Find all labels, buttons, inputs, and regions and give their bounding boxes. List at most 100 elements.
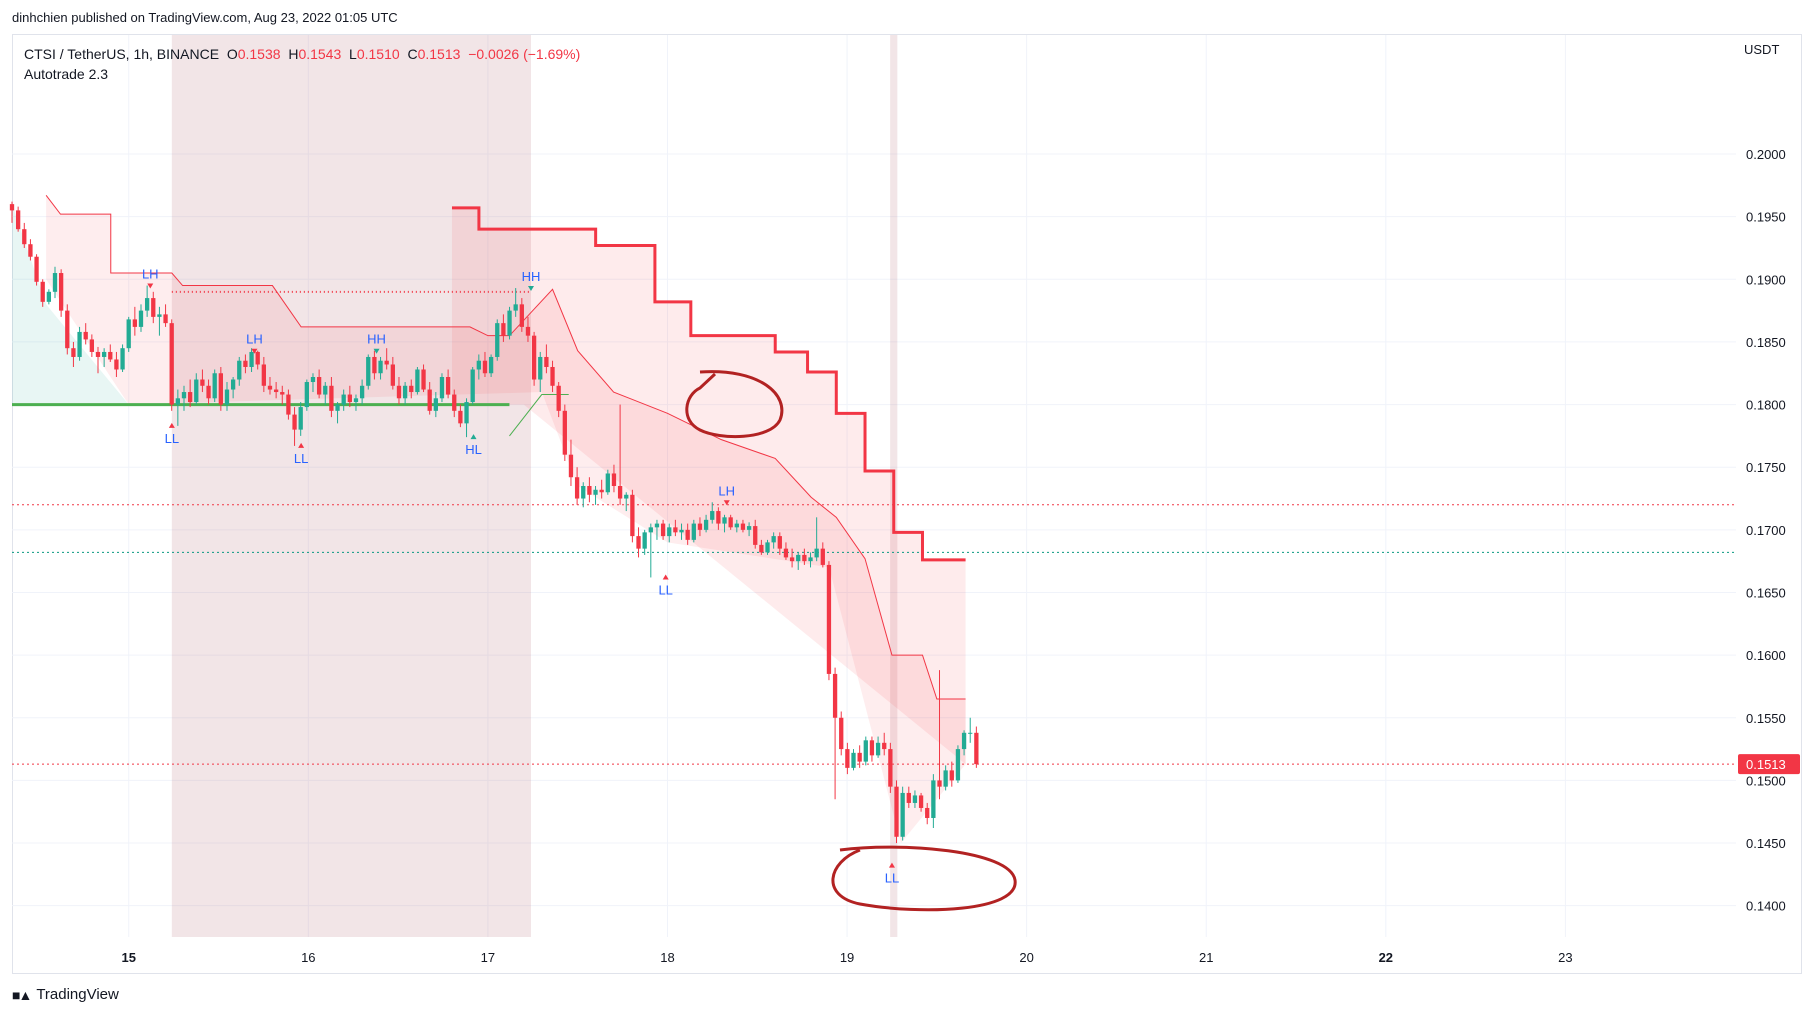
candle bbox=[882, 732, 887, 756]
swing-text: LH bbox=[718, 483, 735, 498]
stop-line bbox=[451, 206, 966, 562]
candle bbox=[660, 519, 666, 540]
candle-body bbox=[273, 389, 279, 393]
candle bbox=[556, 382, 561, 418]
candle bbox=[163, 304, 168, 327]
shaded-zones bbox=[171, 35, 898, 937]
chart-legend: CTSI / TetherUS, 1h, BINANCE O0.1538 H0.… bbox=[24, 44, 580, 64]
candle bbox=[617, 404, 623, 505]
publisher-line: dinhchien published on TradingView.com, … bbox=[12, 10, 398, 25]
candle-body bbox=[851, 752, 856, 768]
candle-body bbox=[267, 385, 273, 390]
candle bbox=[826, 561, 832, 681]
swing-label: LL bbox=[658, 574, 673, 597]
candle bbox=[679, 523, 684, 540]
symbol-info: CTSI / TetherUS, 1h, BINANCE bbox=[24, 46, 220, 62]
candle bbox=[740, 519, 746, 533]
candle bbox=[427, 382, 432, 415]
candle bbox=[46, 289, 52, 305]
indicator-name[interactable]: Autotrade 2.3 bbox=[24, 66, 109, 82]
candle-body bbox=[814, 548, 819, 558]
candle bbox=[488, 354, 494, 378]
candle-body bbox=[261, 364, 266, 386]
candle bbox=[648, 523, 653, 578]
candle-body bbox=[900, 792, 905, 837]
candle-body bbox=[955, 749, 961, 781]
candle bbox=[593, 486, 598, 505]
price-tick-label: 0.1600 bbox=[1746, 648, 1786, 663]
tradingview-brand[interactable]: ■▲ TradingView bbox=[12, 986, 119, 1003]
grid bbox=[12, 35, 1736, 937]
candle bbox=[574, 467, 580, 505]
candle bbox=[568, 439, 574, 486]
candle-body bbox=[654, 523, 660, 528]
candle bbox=[175, 389, 180, 426]
candle-body bbox=[249, 351, 254, 367]
shaded-zone bbox=[171, 35, 531, 937]
candle bbox=[77, 326, 82, 361]
candle bbox=[280, 385, 285, 405]
candle-body bbox=[77, 331, 82, 357]
swing-marker bbox=[470, 434, 477, 440]
candle-body bbox=[593, 489, 598, 495]
candle-body bbox=[206, 385, 211, 399]
candle bbox=[169, 319, 174, 411]
candle-body bbox=[132, 319, 137, 327]
candle-body bbox=[538, 356, 543, 380]
swing-label: LL bbox=[294, 442, 308, 466]
candle-body bbox=[753, 526, 758, 545]
candle-body bbox=[550, 366, 555, 386]
last-price-badge bbox=[1738, 754, 1800, 775]
candle bbox=[753, 519, 758, 549]
candle bbox=[126, 316, 131, 352]
candle-body bbox=[624, 494, 629, 499]
swing-marker bbox=[251, 348, 258, 354]
candle-body bbox=[366, 356, 371, 386]
candle bbox=[458, 404, 463, 428]
candle-body bbox=[882, 742, 887, 750]
candle-body bbox=[746, 526, 752, 530]
candle bbox=[728, 514, 733, 530]
candle bbox=[390, 356, 395, 390]
candle-body bbox=[341, 394, 346, 405]
candle-body bbox=[617, 486, 623, 499]
price-tick-label: 0.1400 bbox=[1746, 899, 1786, 914]
swing-text: LL bbox=[885, 871, 899, 886]
candle-body bbox=[857, 752, 862, 762]
candle-body bbox=[34, 256, 39, 282]
candle bbox=[599, 479, 604, 499]
candle bbox=[918, 792, 924, 812]
candle bbox=[323, 382, 328, 405]
candle bbox=[230, 377, 236, 399]
candle bbox=[402, 382, 408, 405]
candle-body bbox=[329, 385, 334, 411]
candle-body bbox=[599, 489, 604, 493]
price-tick-label: 0.1750 bbox=[1746, 460, 1786, 475]
swing-text: LH bbox=[142, 267, 159, 282]
candle bbox=[212, 369, 217, 403]
candle bbox=[15, 206, 21, 232]
candle bbox=[341, 389, 346, 411]
candle bbox=[851, 749, 856, 771]
candle bbox=[808, 552, 813, 568]
swing-marker bbox=[147, 283, 154, 289]
time-tick-label: 21 bbox=[1199, 950, 1213, 965]
candle bbox=[138, 304, 144, 332]
candle-body bbox=[65, 310, 70, 349]
candle bbox=[832, 667, 838, 800]
swing-text: HL bbox=[465, 442, 482, 457]
support-fill bbox=[12, 204, 129, 405]
time-tick-label: 18 bbox=[660, 950, 674, 965]
candle bbox=[132, 306, 137, 336]
candle-body bbox=[433, 398, 438, 411]
candle-body bbox=[740, 523, 746, 530]
candle-body bbox=[636, 536, 641, 549]
candle-body bbox=[101, 351, 107, 357]
annotation-ellipse bbox=[831, 845, 1017, 912]
swing-label: LH bbox=[142, 267, 159, 289]
candle-body bbox=[525, 326, 531, 336]
candle-body bbox=[925, 807, 930, 818]
candle-body bbox=[52, 273, 58, 292]
candles bbox=[9, 201, 979, 844]
